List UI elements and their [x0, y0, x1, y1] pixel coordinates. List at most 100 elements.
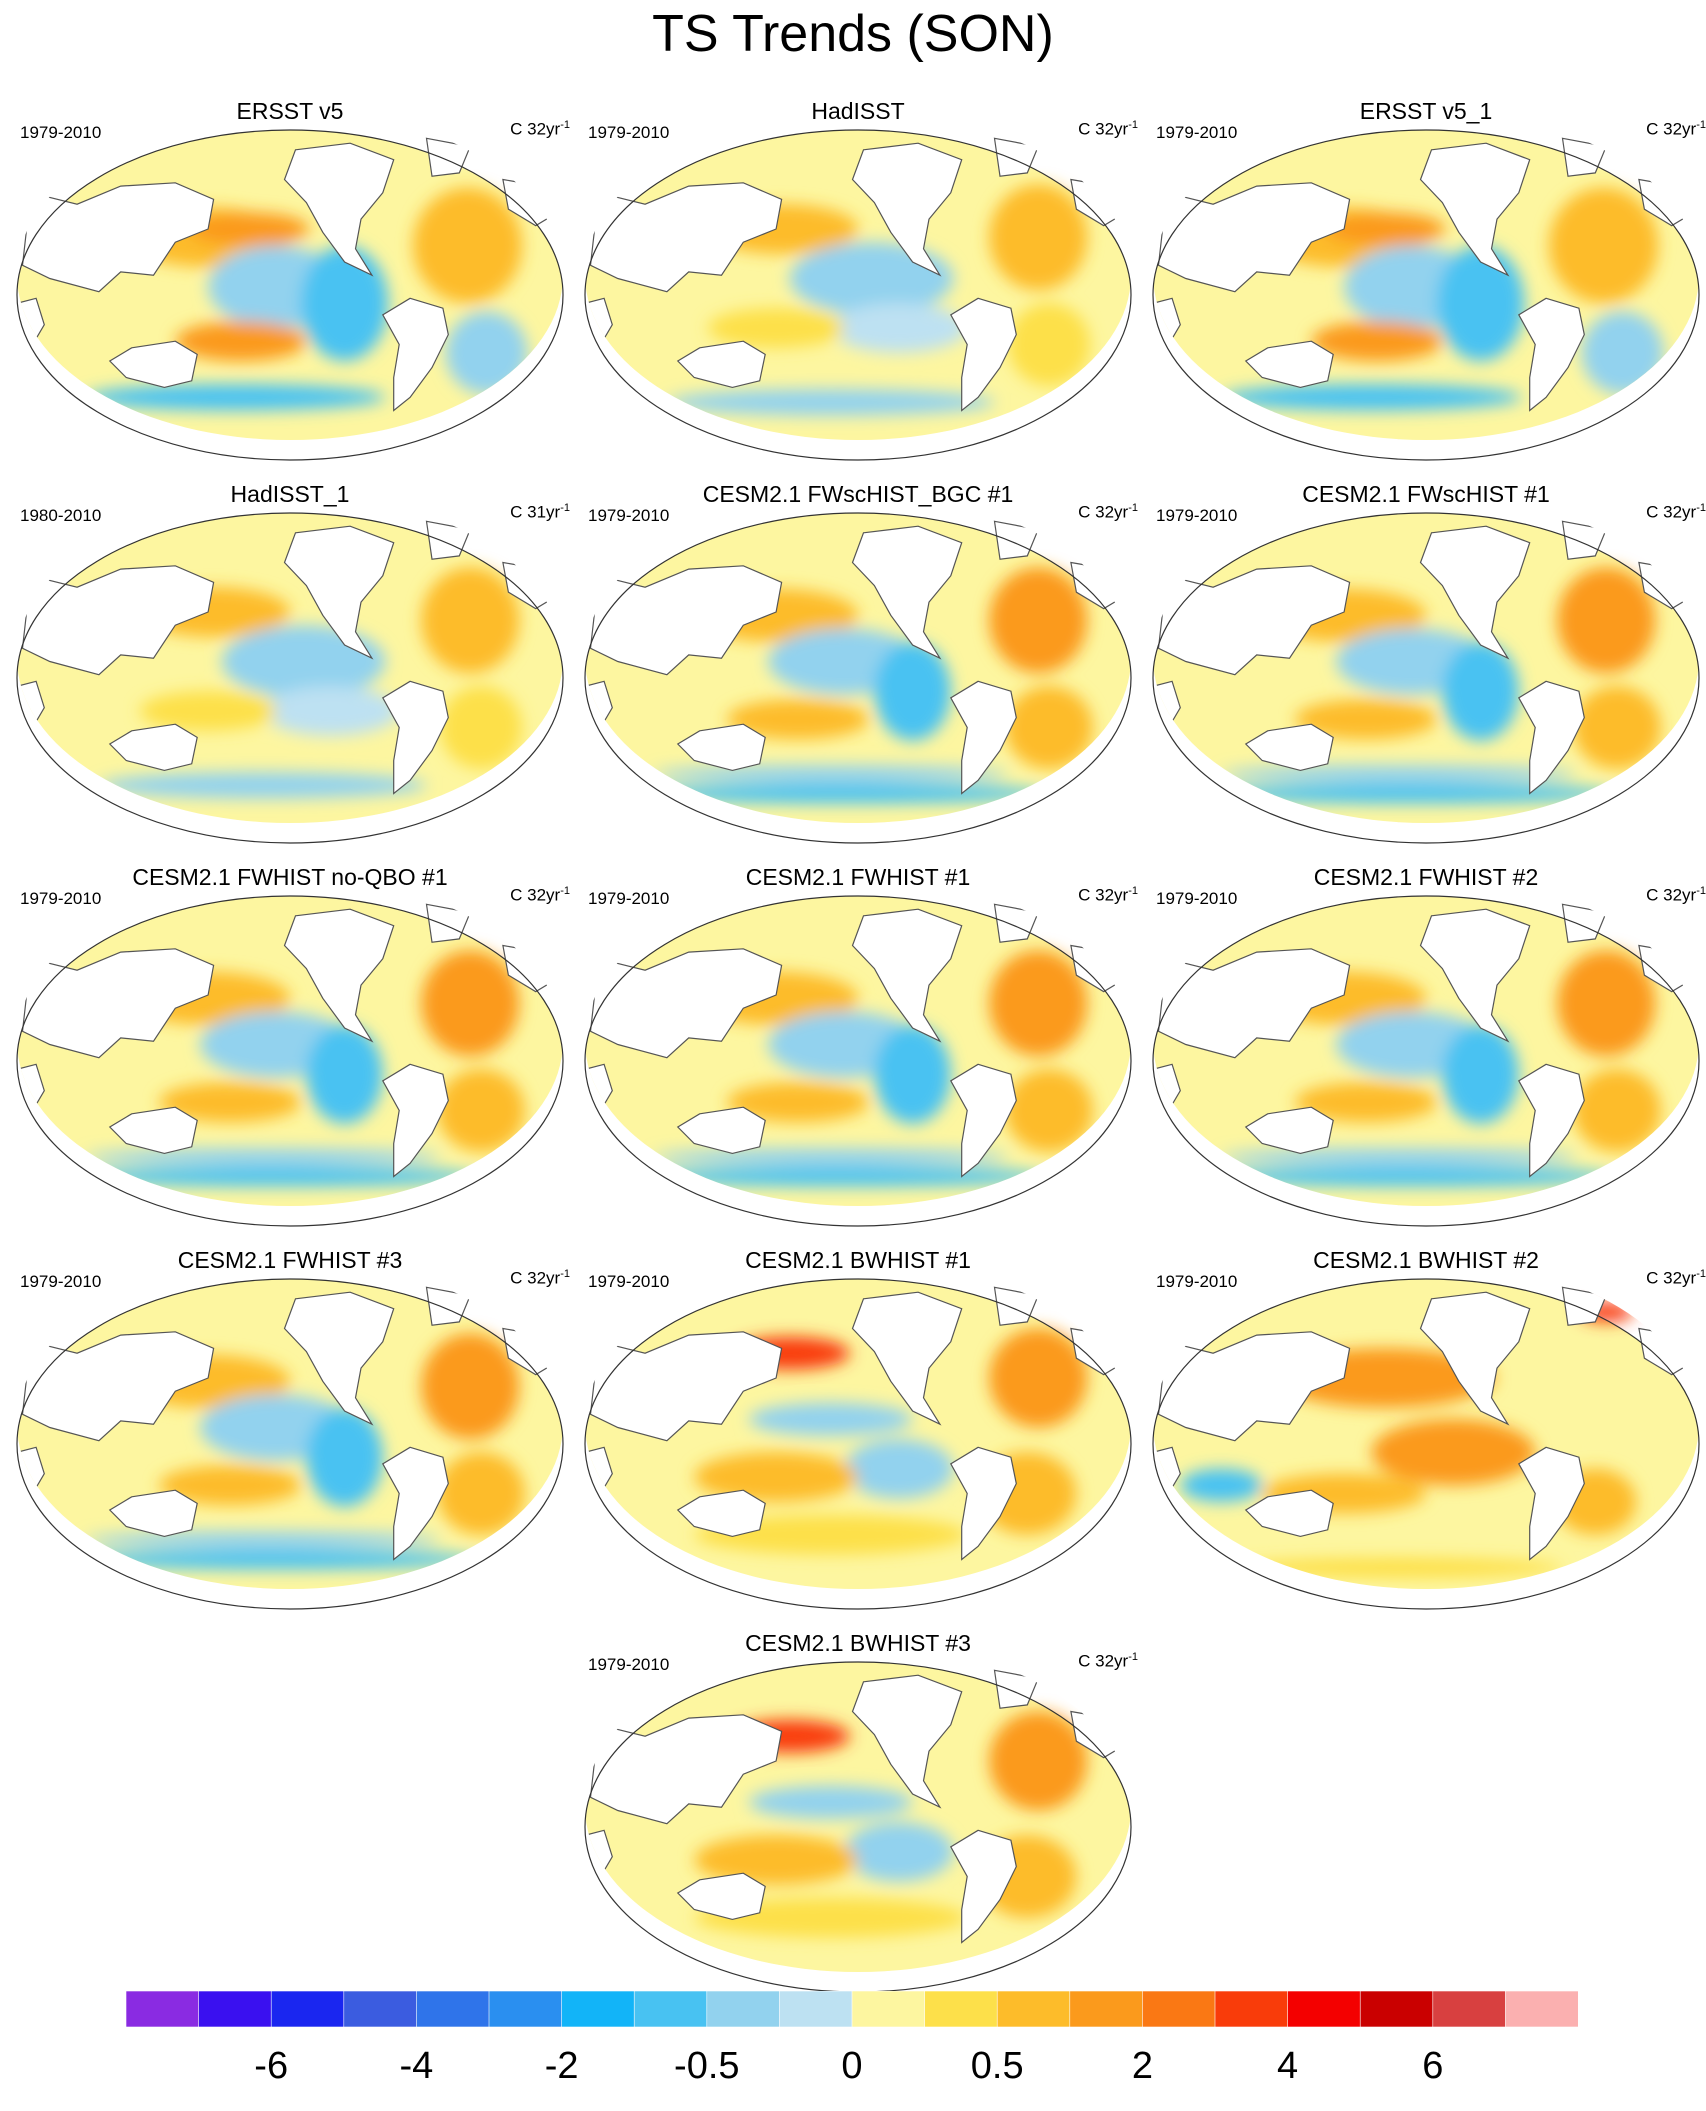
landmass-australia [1244, 1489, 1334, 1538]
colorbar-box [198, 1991, 272, 2027]
landmass-asia [589, 565, 783, 676]
trend-anomaly [421, 950, 520, 1057]
trend-anomaly [158, 1082, 301, 1123]
trend-anomaly [789, 242, 954, 315]
landmass-namerica [1419, 142, 1531, 277]
panel-title: CESM2.1 FWHIST #2 [1313, 864, 1539, 890]
panel-units-exponent: -1 [1128, 119, 1138, 131]
trend-anomaly [639, 1166, 1050, 1187]
landmass-antarctica [722, 1593, 1009, 1610]
landmass-australia [676, 1872, 766, 1921]
landmass-antarctica [722, 1210, 1009, 1227]
colorbar-tick-label: 4 [1277, 2045, 1299, 2087]
landmass-australia [108, 1106, 198, 1155]
panel-units-exponent: -1 [560, 1268, 570, 1280]
map-panel: CESM2.1 FWHIST #1 1979-2010 C 32yr-1 [578, 863, 1138, 1253]
panel-units: C 32yr-1 [1078, 1651, 1138, 1672]
landmass-asia [21, 182, 215, 293]
panel-units-base: C 32yr [1646, 502, 1697, 522]
landmass-samerica [1517, 680, 1585, 795]
landmass-antarctica [154, 1210, 441, 1227]
map-border [16, 1278, 564, 1610]
trend-anomaly [989, 184, 1088, 291]
panel-units-exponent: -1 [1128, 502, 1138, 514]
landmass-namerica [283, 142, 395, 277]
trend-anomaly [666, 389, 995, 416]
trend-map [1152, 895, 1700, 1227]
trend-anomaly [421, 1333, 520, 1440]
trend-anomaly [158, 1465, 301, 1506]
panel-period: 1979-2010 [588, 506, 670, 525]
map-panel: CESM2.1 FWHIST no-QBO #1 1979-2010 C 32yr-… [10, 863, 570, 1253]
landmass-asia [589, 948, 783, 1059]
panel-units-base: C 32yr [510, 119, 561, 139]
landmass-namerica [1419, 525, 1531, 660]
panel-units: C 32yr-1 [510, 119, 570, 140]
landmass-australia [676, 723, 766, 772]
map-panel: CESM2.1 FWscHIST_BGC #1 1979-2010 C 32yr-1 [578, 480, 1138, 870]
trend-anomaly [221, 625, 386, 698]
trend-anomaly [189, 212, 310, 246]
landmass-asia [21, 565, 215, 676]
panel-title: CESM2.1 BWHIST #1 [745, 1247, 971, 1273]
trend-anomaly [98, 772, 427, 799]
landmass-samerica [949, 1446, 1017, 1561]
map-panel: CESM2.1 FWHIST #3 1979-2010 C 32yr-1 [10, 1246, 570, 1636]
trend-map [584, 129, 1132, 461]
landmass-namerica [283, 1291, 395, 1426]
panel-title: CESM2.1 FWHIST no-QBO #1 [132, 864, 448, 890]
trend-anomaly [1442, 641, 1519, 741]
trend-anomaly [85, 384, 386, 411]
trend-anomaly [1442, 1024, 1519, 1124]
trend-map [584, 895, 1132, 1227]
trend-anomaly [874, 641, 951, 741]
colorbar-box [1069, 1991, 1144, 2027]
panel-period: 1980-2010 [20, 506, 102, 525]
panel-units-base: C 32yr [1078, 1651, 1129, 1671]
colorbar-box [343, 1991, 418, 2027]
panel-period: 1979-2010 [1156, 506, 1238, 525]
trend-anomaly [1221, 765, 1577, 782]
landmass-samerica [1517, 297, 1585, 412]
panel-title: CESM2.1 BWHIST #3 [745, 1630, 971, 1656]
landmass-asia [1157, 565, 1351, 676]
landmass-australia [108, 1489, 198, 1538]
panel-units: C 32yr-1 [1646, 502, 1706, 523]
landmass-australia [108, 723, 198, 772]
panel-units: C 32yr-1 [510, 885, 570, 906]
panel-units: C 32yr-1 [1078, 119, 1138, 140]
map-panel: CESM2.1 FWscHIST #1 1979-2010 C 32yr-1 [1146, 480, 1706, 870]
panel-units-base: C 32yr [510, 1268, 561, 1288]
map-border [584, 895, 1132, 1227]
colorbar-tick-label: 0.5 [970, 2045, 1024, 2087]
landmass-antarctica [154, 827, 441, 844]
colorbar-box [924, 1991, 998, 2027]
landmass-asia [589, 182, 783, 293]
trend-anomaly [989, 567, 1088, 674]
colorbar-box [1214, 1991, 1289, 2027]
panel-units: C 32yr-1 [1078, 885, 1138, 906]
map-panel: CESM2.1 BWHIST #3 1979-2010 C 32yr-1 [578, 1629, 1138, 2019]
map-panel: CESM2.1 BWHIST #1 1979-2010 [578, 1246, 1138, 1636]
trend-anomaly [437, 1452, 525, 1535]
trend-anomaly [1221, 1148, 1577, 1165]
trend-anomaly [412, 187, 523, 304]
trend-anomaly [1371, 1419, 1536, 1486]
trend-map [16, 1278, 564, 1610]
trend-anomaly [445, 311, 528, 395]
trend-anomaly [262, 686, 400, 736]
panel-title: CESM2.1 FWscHIST #1 [1302, 481, 1550, 507]
landmass-antarctica [1290, 444, 1577, 461]
trend-map [1152, 129, 1700, 461]
trend-anomaly [1311, 321, 1443, 361]
panel-units-exponent: -1 [1696, 885, 1706, 897]
panel-title: ERSST v5_1 [1359, 98, 1493, 124]
landmass-australia [676, 340, 766, 389]
trend-anomaly [748, 1402, 913, 1436]
panel-units-base: C 32yr [1078, 885, 1129, 905]
trend-anomaly [844, 1822, 954, 1882]
landmass-australia [1244, 1106, 1334, 1155]
trend-anomaly [1005, 1069, 1093, 1152]
panel-title: CESM2.1 FWHIST #3 [177, 1247, 403, 1273]
landmass-australia [108, 340, 198, 389]
